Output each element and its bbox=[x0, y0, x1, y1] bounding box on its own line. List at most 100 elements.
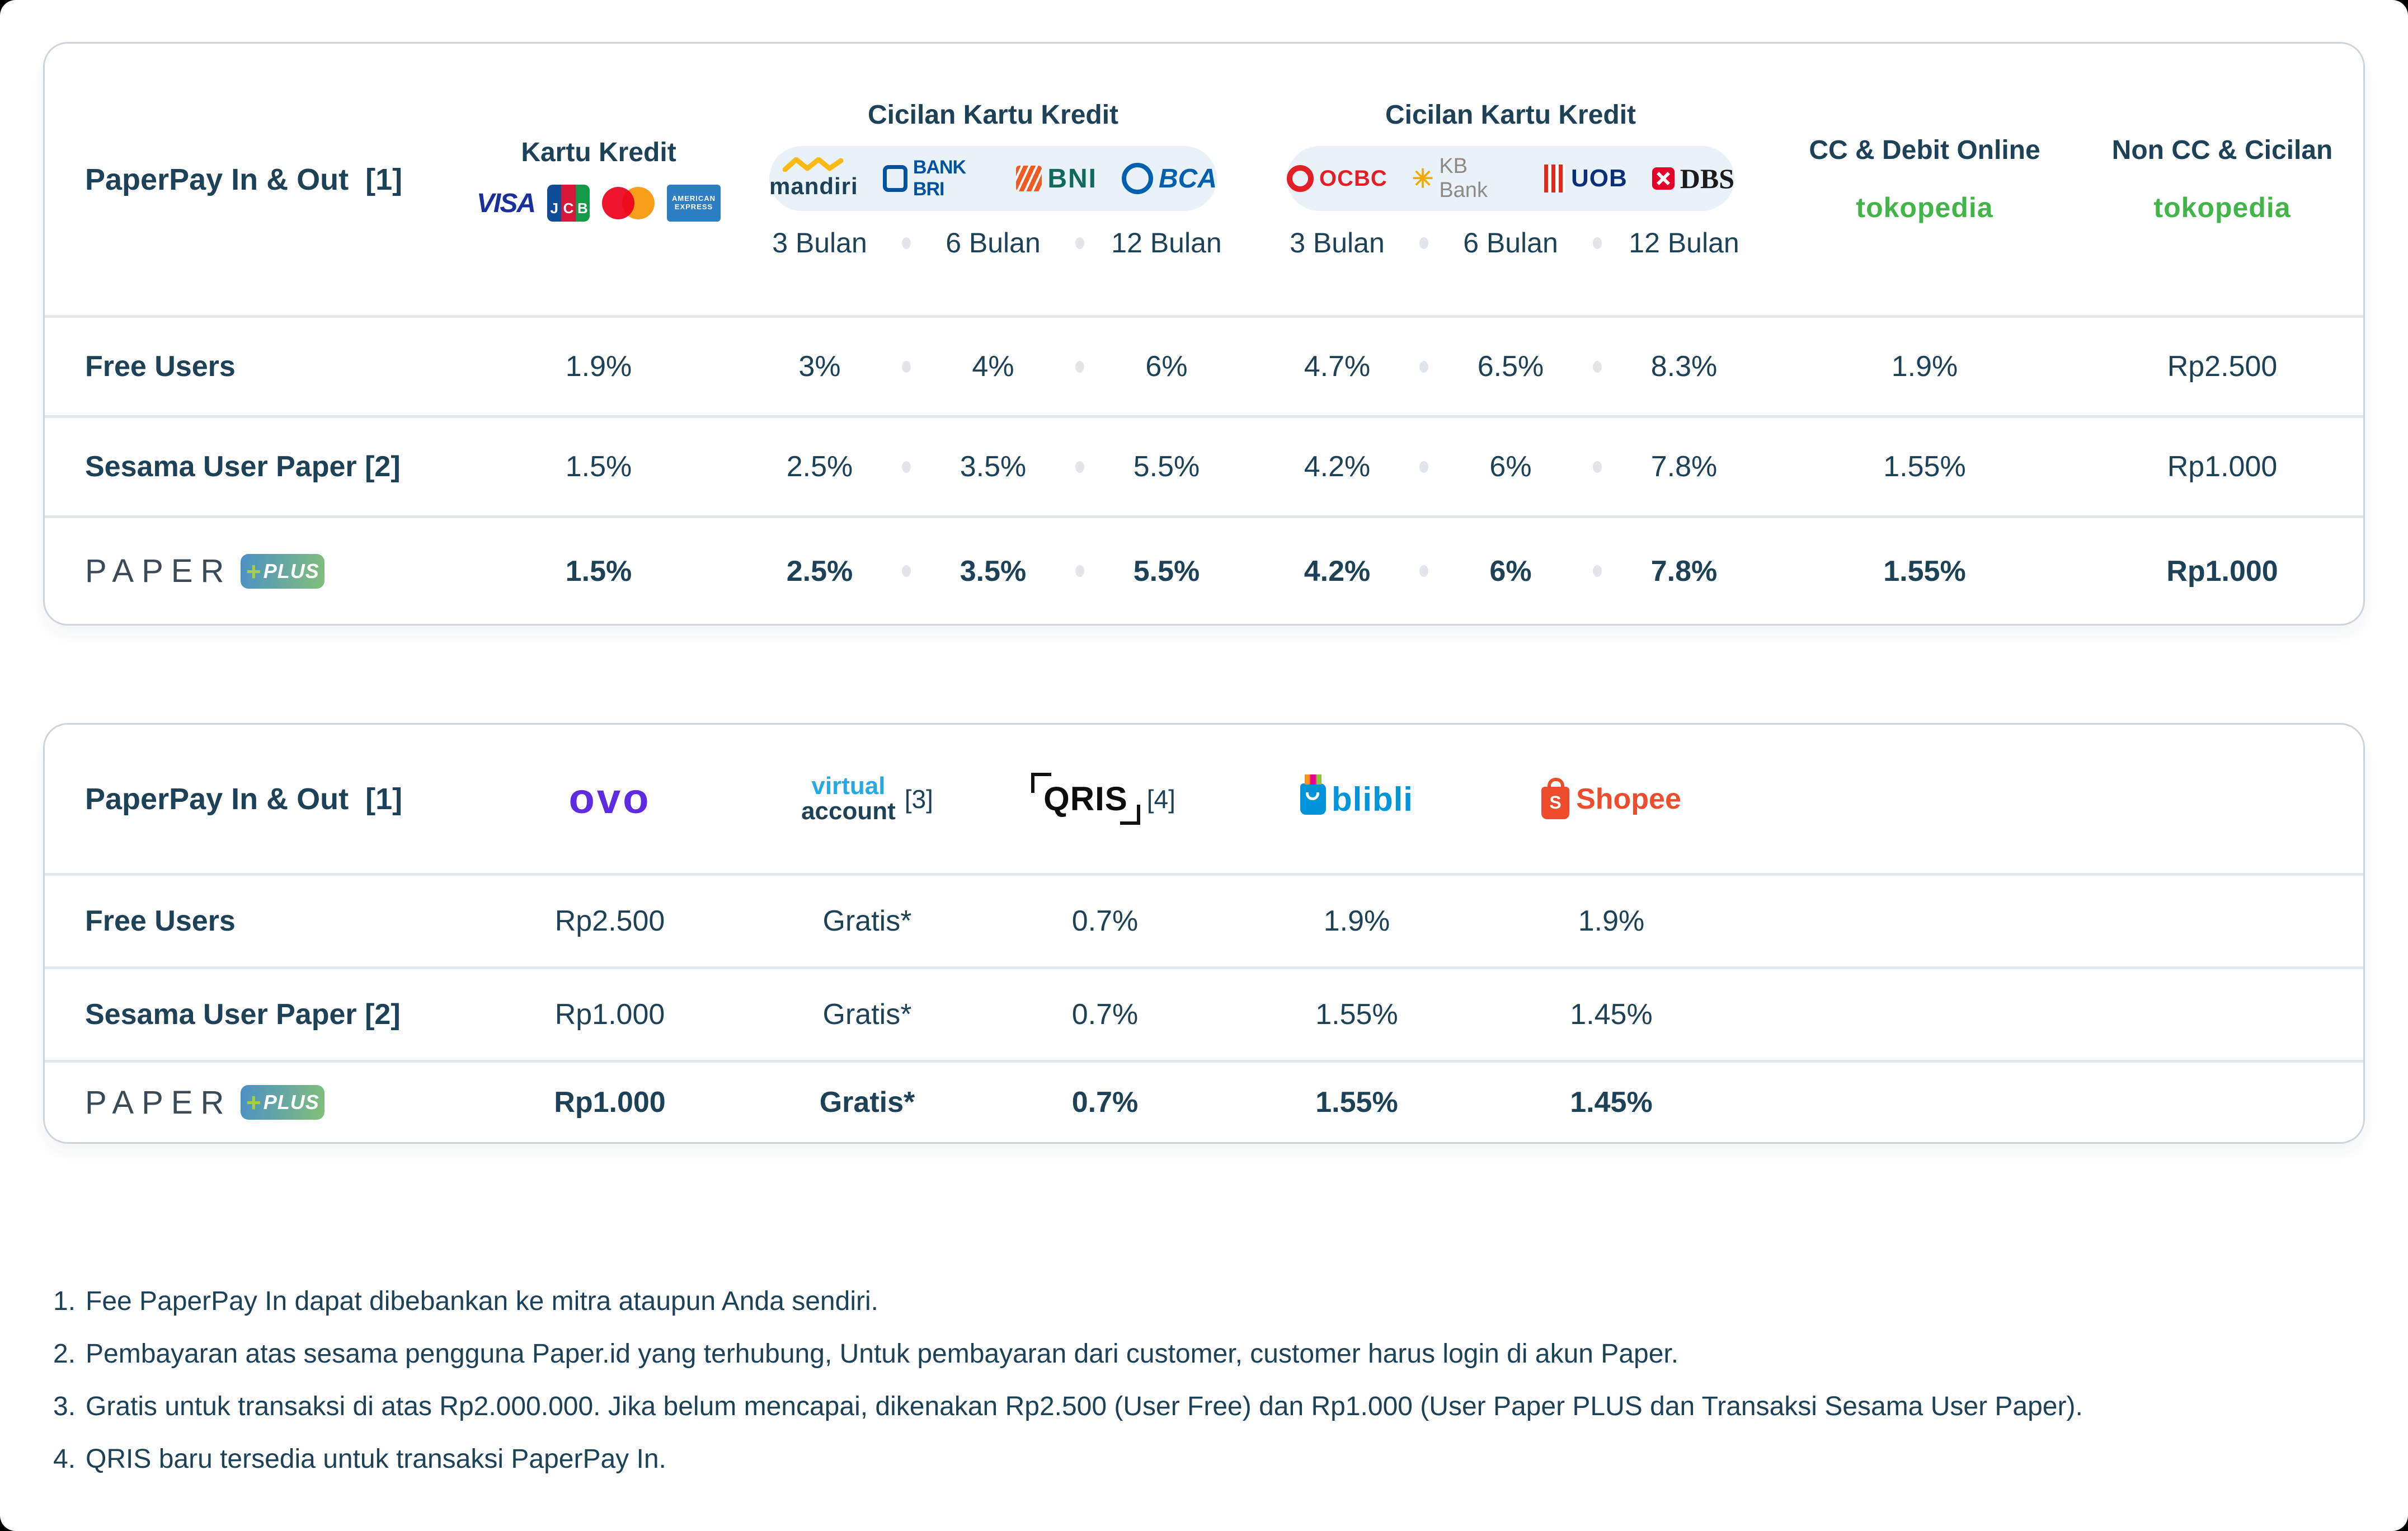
tenor-header-group1: 3 Bulan 6 Bulan 12 Bulan bbox=[739, 227, 1248, 259]
shopee-bag-icon: S bbox=[1541, 777, 1570, 819]
footnote-ref-3: [3] bbox=[904, 784, 933, 814]
uob-bars-icon bbox=[1544, 165, 1565, 192]
value-cicilan2-3bulan: 4.2% bbox=[1304, 555, 1371, 588]
column-cicilan-group2: Cicilan Kartu Kredit OCBC ✳ KB Bank UOB D… bbox=[1253, 100, 1768, 259]
value-cicilan2-6bulan: 6.5% bbox=[1477, 350, 1544, 383]
paper-plus-logo: PAPER + PLUS bbox=[85, 1084, 325, 1121]
value-non-cc: Rp1.000 bbox=[2166, 555, 2278, 588]
value-cicilan1-12bulan: 5.5% bbox=[1133, 450, 1200, 483]
tenor-12-bulan: 12 Bulan bbox=[1629, 227, 1739, 259]
dbs-logo: DBS bbox=[1652, 162, 1734, 195]
column-virtual-account: virtual account [3] bbox=[755, 772, 979, 825]
table1-header: PaperPay In & Out [1] Kartu Kredit VISA … bbox=[45, 44, 2363, 315]
value-cicilan1-12bulan: 5.5% bbox=[1133, 555, 1200, 588]
table1-title-cell: PaperPay In & Out [1] bbox=[45, 162, 464, 197]
ocbc-icon bbox=[1287, 165, 1314, 192]
dot-separator bbox=[1075, 461, 1084, 473]
plus-badge: + PLUS bbox=[241, 1085, 325, 1120]
footnote-4: 4. QRIS baru tersedia untuk transaksi Pap… bbox=[53, 1444, 666, 1474]
value-ovo: Rp1.000 bbox=[554, 1086, 666, 1119]
column-shopee: S Shopee bbox=[1483, 777, 1740, 819]
dot-separator bbox=[1593, 565, 1602, 577]
bca-icon bbox=[1122, 163, 1153, 194]
row-label: Free Users bbox=[85, 905, 236, 937]
shopee-logo: S Shopee bbox=[1541, 777, 1681, 819]
value-cicilan1-6bulan: 3.5% bbox=[960, 555, 1027, 588]
dot-separator bbox=[1075, 360, 1084, 373]
value-virtual-account: Gratis* bbox=[819, 1086, 915, 1119]
value-qris: 0.7% bbox=[1071, 905, 1139, 937]
table2-header: PaperPay In & Out [1] ovo virtual account… bbox=[45, 725, 2363, 873]
value-cicilan2-12bulan: 7.8% bbox=[1650, 555, 1718, 588]
tenor-3-bulan: 3 Bulan bbox=[1290, 227, 1385, 259]
dot-separator bbox=[902, 237, 911, 249]
column-cc-debit-online: CC & Debit Online tokopedia bbox=[1768, 135, 2081, 224]
ocbc-logo: OCBC bbox=[1287, 165, 1388, 192]
footnote-ref-4: [4] bbox=[1146, 784, 1175, 814]
non-cc-label: Non CC & Cicilan bbox=[2111, 135, 2333, 165]
table-row: Sesama User Paper [2] Rp1.000 Gratis* 0.… bbox=[45, 966, 2363, 1060]
value-cicilan2-6bulan: 6% bbox=[1489, 450, 1532, 483]
value-kartu-kredit: 1.5% bbox=[565, 555, 632, 588]
value-cc-debit: 1.55% bbox=[1883, 450, 1966, 483]
value-blibli: 1.55% bbox=[1315, 1086, 1398, 1119]
ovo-logo: ovo bbox=[568, 775, 651, 823]
mandiri-wave-icon bbox=[783, 157, 844, 172]
value-shopee: 1.45% bbox=[1570, 998, 1653, 1031]
dot-separator bbox=[1593, 237, 1602, 249]
value-ovo: Rp1.000 bbox=[554, 998, 665, 1031]
value-cicilan1-12bulan: 6% bbox=[1145, 350, 1188, 383]
value-qris: 0.7% bbox=[1071, 1086, 1139, 1119]
value-cicilan2-12bulan: 8.3% bbox=[1650, 350, 1718, 383]
value-cicilan2-3bulan: 4.7% bbox=[1304, 350, 1371, 383]
value-ovo: Rp2.500 bbox=[554, 905, 665, 937]
bri-logo: BANK BRI bbox=[882, 157, 992, 200]
value-non-cc: Rp2.500 bbox=[2167, 350, 2278, 383]
tenor-3-bulan: 3 Bulan bbox=[772, 227, 867, 259]
qris-logo: QRIS [4] bbox=[1031, 773, 1175, 825]
dot-separator bbox=[902, 360, 911, 373]
blibli-logo: blibli bbox=[1300, 774, 1413, 816]
tenor-6-bulan: 6 Bulan bbox=[1463, 227, 1558, 259]
tenor-6-bulan: 6 Bulan bbox=[946, 227, 1041, 259]
value-kartu-kredit: 1.9% bbox=[565, 350, 632, 383]
paper-plus-logo: PAPER + PLUS bbox=[85, 552, 325, 590]
bank-logos-group2: OCBC ✳ KB Bank UOB DBS bbox=[1287, 146, 1734, 211]
cicilan2-label: Cicilan Kartu Kredit bbox=[1385, 100, 1636, 130]
bca-logo: BCA bbox=[1122, 163, 1217, 194]
value-shopee: 1.45% bbox=[1570, 1086, 1653, 1119]
value-cicilan2-12bulan: 7.8% bbox=[1650, 450, 1718, 483]
column-qris: QRIS [4] bbox=[979, 773, 1231, 825]
plus-badge: + PLUS bbox=[241, 553, 325, 589]
blibli-bag-icon bbox=[1300, 774, 1326, 815]
kartu-kredit-label: Kartu Kredit bbox=[521, 138, 676, 167]
dot-separator bbox=[902, 565, 911, 577]
bni-icon bbox=[1016, 166, 1042, 191]
column-non-cc-cicilan: Non CC & Cicilan tokopedia bbox=[2081, 135, 2363, 224]
value-blibli: 1.9% bbox=[1323, 905, 1390, 937]
dbs-icon bbox=[1652, 167, 1675, 190]
tenor-header-group2: 3 Bulan 6 Bulan 12 Bulan bbox=[1256, 227, 1765, 259]
dot-separator bbox=[1075, 237, 1084, 249]
value-qris: 0.7% bbox=[1071, 998, 1139, 1031]
value-cc-debit: 1.55% bbox=[1883, 555, 1966, 588]
dot-separator bbox=[902, 461, 911, 473]
mastercard-logo bbox=[602, 187, 655, 219]
tokopedia-logo: tokopedia bbox=[2153, 192, 2291, 223]
footnote-3: 3. Gratis untuk transaksi di atas Rp2.000… bbox=[53, 1391, 2083, 1421]
tokopedia-logo: tokopedia bbox=[1856, 192, 1993, 223]
uob-logo: UOB bbox=[1544, 165, 1628, 192]
fee-table-card-ewallet: PaperPay In & Out [1] ovo virtual account… bbox=[43, 723, 2365, 1144]
virtual-account-logo: virtual account [3] bbox=[801, 772, 933, 825]
footnote-1: 1. Fee PaperPay In dapat dibebankan ke mi… bbox=[53, 1286, 878, 1316]
bri-icon bbox=[882, 165, 907, 192]
plus-icon: + bbox=[246, 556, 261, 586]
value-shopee: 1.9% bbox=[1578, 905, 1645, 937]
row-label: Free Users bbox=[85, 350, 236, 383]
column-cicilan-group1: Cicilan Kartu Kredit mandiri BANK BRI BN… bbox=[733, 100, 1253, 259]
column-blibli: blibli bbox=[1231, 774, 1483, 816]
value-cicilan2-6bulan: 6% bbox=[1489, 555, 1532, 588]
table-row: Sesama User Paper [2] 1.5% 2.5% 3.5% 5.5… bbox=[45, 415, 2363, 515]
